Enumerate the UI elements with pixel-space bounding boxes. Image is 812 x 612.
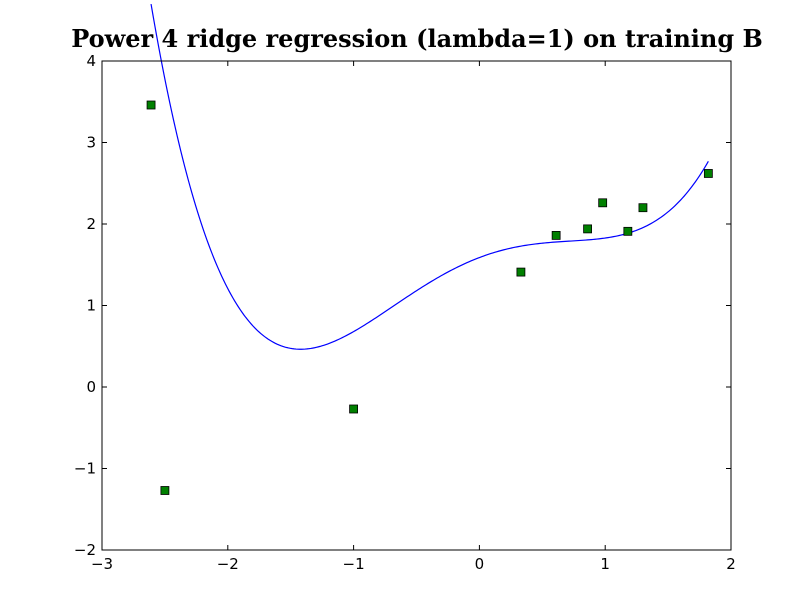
fit-curve-layer	[150, 3, 709, 350]
y-tick-label: 4	[86, 52, 96, 70]
data-point	[551, 231, 561, 240]
y-tick-label: 1	[86, 297, 96, 315]
plot-background	[102, 61, 731, 550]
data-point	[638, 203, 648, 213]
x-axis: −3 −2 −1 0 1 2	[91, 61, 736, 573]
data-point	[160, 486, 170, 495]
y-tick-label: −2	[74, 541, 96, 559]
chart-title: Power 4 ridge regression (lambda=1) on t…	[71, 24, 763, 53]
data-point	[516, 267, 526, 277]
x-tick-label: −2	[217, 555, 239, 573]
y-axis: −2 −1 0 1 2 3 4	[74, 52, 731, 559]
data-point	[583, 224, 592, 234]
plot-area	[101, 3, 732, 551]
x-tick-label: −3	[91, 555, 113, 573]
fit-curve	[150, 3, 709, 350]
y-tick-label: 0	[86, 378, 96, 396]
y-tick-label: 2	[86, 215, 96, 233]
x-tick-label: −1	[343, 555, 365, 573]
training-points-layer	[146, 100, 713, 495]
data-point	[146, 100, 156, 110]
data-point	[349, 404, 359, 414]
data-point	[598, 198, 608, 208]
y-tick-label: −1	[74, 460, 96, 478]
x-tick-label: 0	[475, 555, 485, 573]
data-point	[703, 169, 713, 178]
data-point	[623, 226, 633, 236]
y-tick-label: 3	[86, 134, 96, 152]
x-tick-label: 1	[600, 555, 610, 573]
x-tick-label: 2	[726, 555, 736, 573]
